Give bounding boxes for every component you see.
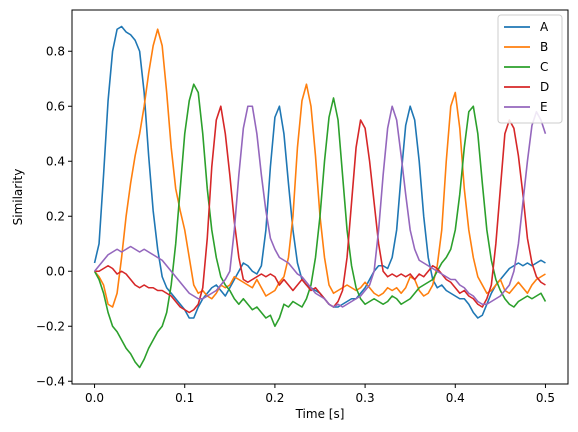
y-tick-label: 0.8 xyxy=(46,44,65,58)
legend-label-A: A xyxy=(540,20,549,34)
plot-area xyxy=(93,25,547,369)
x-tick-label: 0.4 xyxy=(446,391,465,405)
series-line-C xyxy=(93,83,547,369)
series-line-E xyxy=(93,105,547,308)
x-tick-label: 0.2 xyxy=(265,391,284,405)
y-tick-label: 0.4 xyxy=(46,154,65,168)
legend-label-B: B xyxy=(540,40,548,54)
y-tick-label: −0.2 xyxy=(36,319,65,333)
y-tick-label: −0.4 xyxy=(36,374,65,388)
y-tick-label: 0.6 xyxy=(46,99,65,113)
x-tick-label: 0.3 xyxy=(356,391,375,405)
legend-label-E: E xyxy=(540,100,548,114)
legend-label-C: C xyxy=(540,60,548,74)
x-axis: 0.0 0.1 0.2 0.3 0.4 0.5 xyxy=(85,384,555,405)
x-tick-label: 0.0 xyxy=(85,391,104,405)
x-tick-label: 0.1 xyxy=(175,391,194,405)
legend-label-D: D xyxy=(540,80,549,94)
y-tick-label: 0.0 xyxy=(46,264,65,278)
series-line-D xyxy=(94,105,546,314)
y-axis: −0.4 −0.2 0.0 0.2 0.4 0.6 0.8 xyxy=(36,44,72,388)
axes-frame xyxy=(71,9,569,385)
legend-box xyxy=(497,14,563,124)
y-tick-label: 0.2 xyxy=(46,209,65,223)
x-tick-label: 0.5 xyxy=(536,391,555,405)
series-line-B xyxy=(93,28,546,308)
y-axis-label: Similarity xyxy=(11,169,25,226)
x-axis-label: Time [s] xyxy=(295,407,345,421)
